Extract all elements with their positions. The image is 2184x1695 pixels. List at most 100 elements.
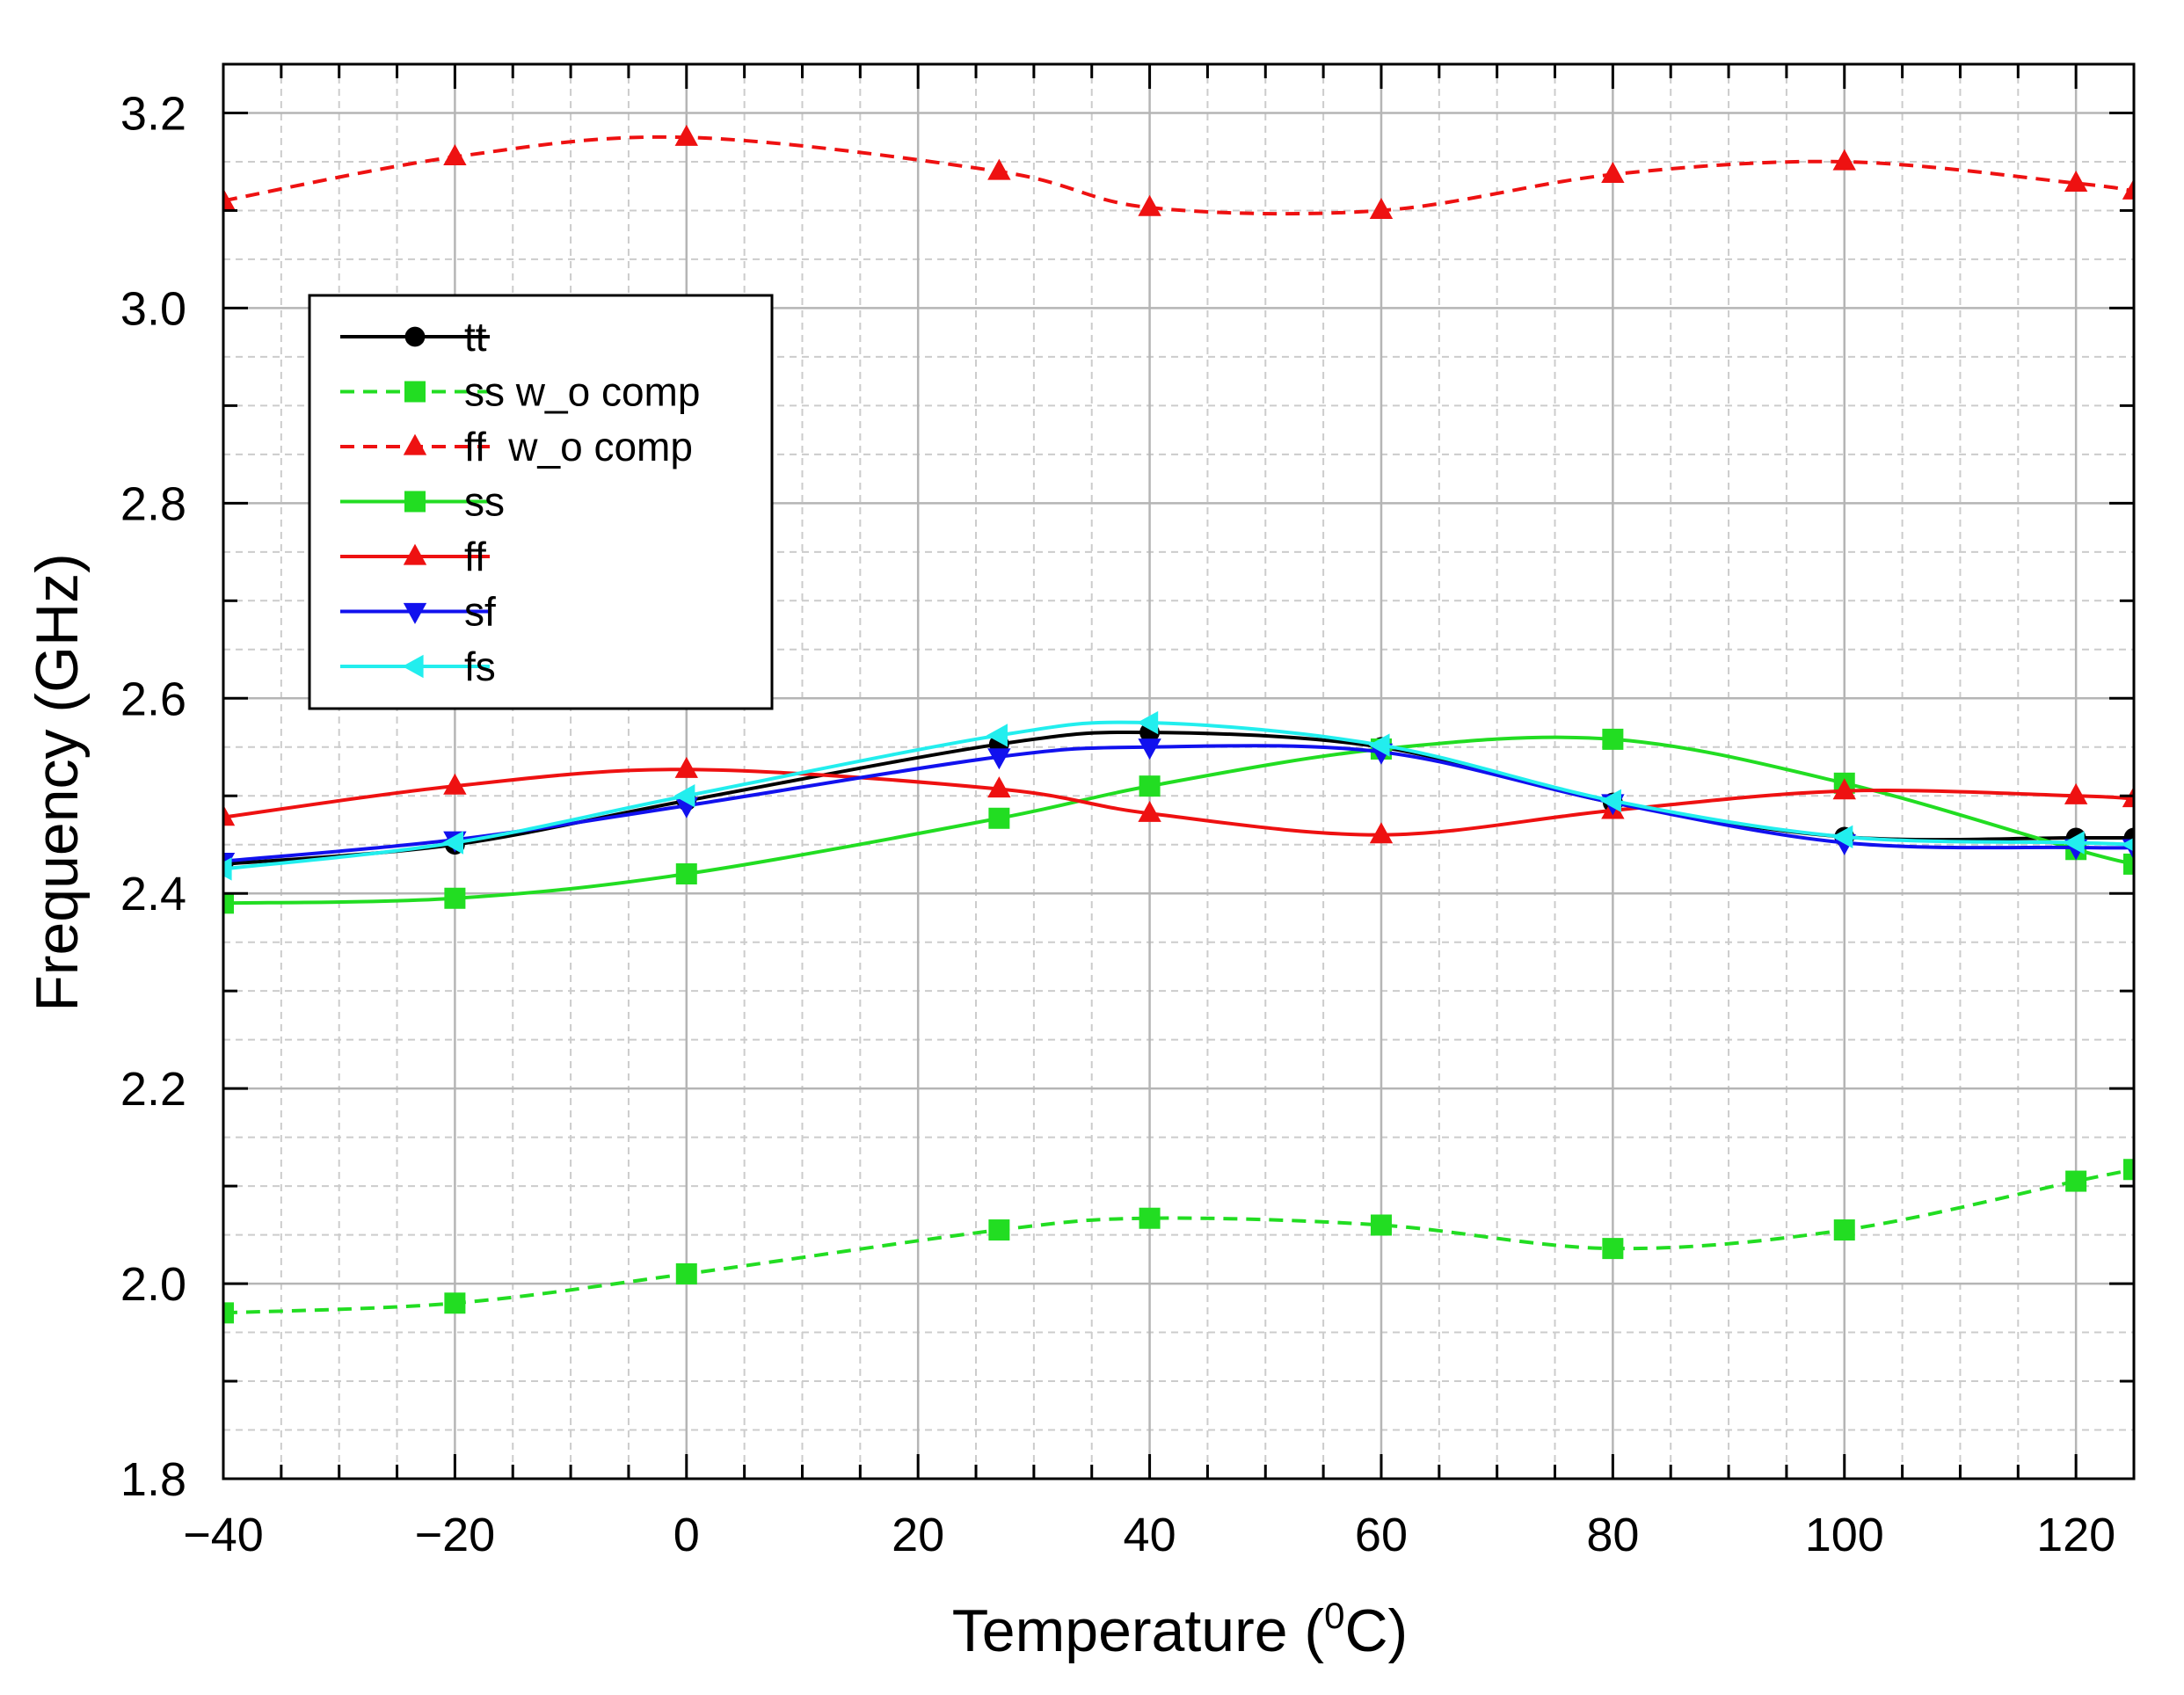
data-point-marker — [223, 1302, 234, 1324]
series-line — [223, 1168, 2134, 1315]
data-point-marker — [1139, 775, 1161, 797]
legend-marker — [404, 326, 426, 347]
data-point-marker — [988, 1219, 1010, 1241]
y-tick-label: 2.4 — [120, 868, 186, 920]
data-point-marker — [987, 748, 1011, 770]
series-line — [223, 735, 2134, 906]
y-tick-label: 2.2 — [120, 1063, 186, 1116]
legend-item: fs — [340, 644, 496, 689]
legend-item: ss — [340, 479, 505, 525]
axes: −40 −20 0 20 40 60 80 100 120 1.8 2.0 2.2 2.4 2.6 2.8 3… — [120, 62, 2136, 1561]
y-axis-title: Frequency (GHz) — [24, 553, 91, 1011]
y-tick-label: 3.2 — [120, 87, 186, 140]
data-point-marker — [1602, 728, 1624, 750]
x-tick-label: −40 — [183, 1509, 264, 1561]
data-point-marker — [674, 756, 698, 778]
data-point-marker — [1369, 198, 1394, 220]
x-tick-label: 80 — [1586, 1509, 1639, 1561]
data-point-marker — [223, 187, 236, 209]
data-point-marker — [223, 892, 234, 914]
data-point-marker — [1601, 161, 1625, 183]
data-point-marker — [2122, 178, 2134, 200]
data-point-marker — [441, 831, 463, 855]
x-axis-title-superscript: 0 — [1324, 1595, 1344, 1636]
data-point-marker — [2064, 170, 2088, 192]
plot-area — [223, 124, 2134, 1324]
x-tick-label: 0 — [673, 1509, 700, 1561]
y-tick-label: 3.0 — [120, 282, 186, 335]
y-tick-label: 2.0 — [120, 1258, 186, 1311]
data-point-marker — [2123, 1159, 2134, 1181]
series-ff-w-o-comp — [223, 124, 2134, 220]
x-tick-label: 120 — [2036, 1509, 2115, 1561]
data-point-marker — [1833, 1219, 1855, 1241]
y-tick-label: 2.8 — [120, 477, 186, 530]
data-point-marker — [1138, 194, 1161, 216]
data-point-marker — [987, 158, 1011, 180]
x-axis-title: Temperature (0C) — [952, 1595, 1408, 1664]
x-tick-label: 60 — [1355, 1509, 1408, 1561]
data-point-marker — [1370, 1214, 1392, 1236]
legend-item: ff — [340, 534, 490, 579]
x-axis-title-unit: C) — [1344, 1597, 1408, 1664]
legend-label: tt — [464, 314, 487, 360]
data-point-marker — [2064, 782, 2088, 804]
y-tick-label: 2.6 — [120, 673, 186, 725]
data-point-marker — [2121, 837, 2134, 852]
x-axis-title-text: Temperature ( — [952, 1597, 1325, 1664]
legend-item: ss w_o comp — [340, 369, 700, 415]
legend-marker — [402, 654, 424, 679]
x-tick-label: 100 — [1805, 1509, 1884, 1561]
data-point-marker — [2065, 1170, 2087, 1192]
data-point-marker — [674, 124, 698, 146]
series-sf — [223, 738, 2134, 874]
legend-label: fs — [464, 644, 496, 689]
series-line — [223, 744, 2134, 863]
data-point-marker — [2063, 831, 2085, 855]
x-tick-label: 40 — [1124, 1509, 1176, 1561]
data-point-marker — [1599, 789, 1621, 812]
series-ss-w-o-comp — [223, 1159, 2134, 1324]
data-point-marker — [2123, 853, 2134, 875]
data-point-marker — [1369, 822, 1394, 844]
legend-label: ss w_o comp — [464, 369, 700, 415]
series-line — [223, 135, 2134, 216]
series-fs — [223, 710, 2134, 881]
data-point-marker — [443, 773, 467, 795]
legend-item: ff w_o comp — [340, 424, 693, 469]
legend-marker — [403, 433, 427, 455]
data-point-marker — [987, 776, 1011, 798]
series-line — [223, 767, 2134, 837]
data-point-marker — [1832, 149, 1856, 171]
data-point-marker — [444, 1292, 466, 1314]
grid — [222, 63, 2135, 1480]
data-point-marker — [1832, 778, 1856, 800]
data-point-marker — [223, 804, 236, 826]
data-point-marker — [223, 857, 232, 881]
data-point-marker — [444, 887, 466, 909]
plot-frame — [222, 62, 2136, 1480]
legend-marker — [403, 543, 427, 565]
legend-label: ff w_o comp — [464, 424, 693, 469]
legend-marker — [403, 602, 427, 624]
legend-label: ff — [464, 534, 486, 579]
data-point-marker — [443, 144, 467, 166]
legend: tt ss w_o comp ff w_o comp ss ff sf fs — [308, 294, 774, 710]
y-tick-label: 1.8 — [120, 1453, 186, 1506]
data-point-marker — [986, 724, 1008, 747]
legend-marker — [404, 491, 426, 513]
data-point-marker — [673, 784, 695, 808]
data-point-marker — [1368, 733, 1390, 757]
data-point-marker — [675, 1262, 697, 1284]
legend-item: sf — [340, 589, 496, 635]
data-point-marker — [2122, 786, 2134, 808]
series-ff — [223, 756, 2134, 844]
legend-item: tt — [340, 314, 490, 360]
data-point-marker — [1137, 710, 1159, 735]
legend-marker — [404, 381, 426, 403]
data-point-marker — [1831, 825, 1853, 849]
data-point-marker — [988, 807, 1010, 829]
legend-label: sf — [464, 589, 496, 635]
data-point-marker — [675, 863, 697, 885]
